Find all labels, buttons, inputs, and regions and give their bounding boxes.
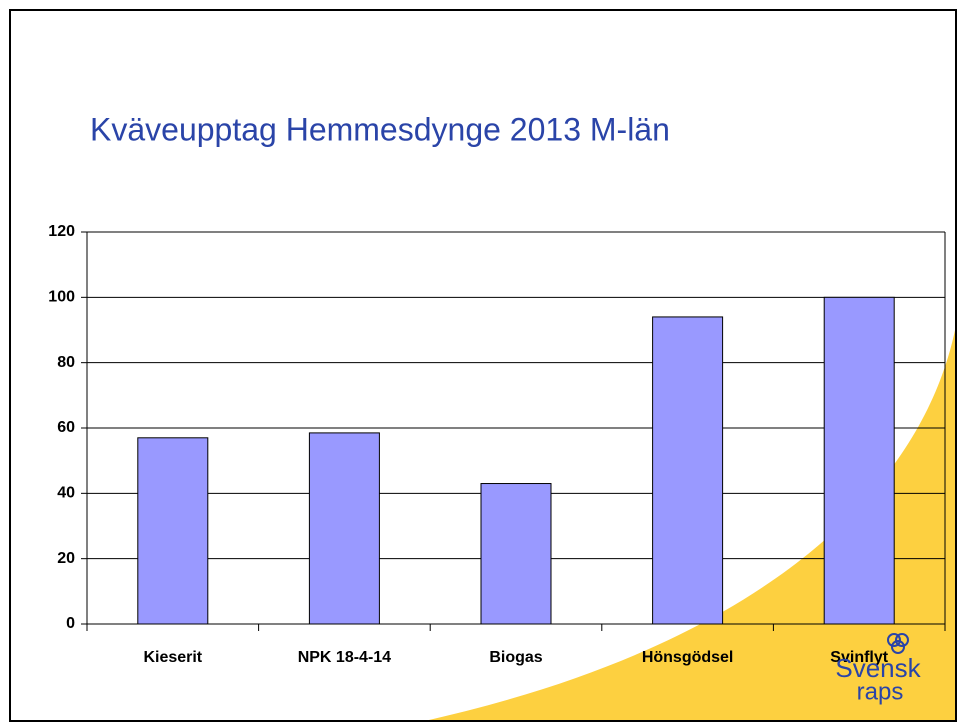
x-tick-label: NPK 18-4-14	[298, 649, 391, 666]
chart: 0 20 40 60 80 100 120 Kieserit NPK 18-4-14 Biogas…	[48, 223, 946, 666]
x-tick-label: Svinflyt	[830, 649, 888, 666]
y-tick-label: 40	[57, 485, 75, 502]
chart-title: Kväveupptag Hemmesdynge 2013 M-län	[90, 111, 670, 147]
logo-text: Svensk	[835, 653, 921, 683]
bar	[137, 437, 209, 625]
bar	[480, 483, 552, 625]
y-tick-label: 120	[48, 223, 75, 240]
slide-frame	[9, 9, 957, 722]
y-tick-label: 100	[48, 289, 75, 306]
bar	[652, 316, 724, 625]
swoosh	[420, 320, 957, 722]
x-tick-label: Hönsgödsel	[642, 649, 734, 666]
logo-icon	[887, 633, 909, 654]
x-tick-label: Kieserit	[143, 649, 202, 666]
y-tick-label: 80	[57, 354, 75, 371]
bar	[823, 296, 895, 625]
logo: Svensk raps	[835, 633, 922, 705]
x-tick-label: Biogas	[489, 649, 542, 666]
y-tick-label: 20	[57, 550, 75, 567]
bar	[308, 432, 380, 625]
y-tick-label: 60	[57, 419, 75, 436]
y-tick-label: 0	[66, 615, 75, 632]
logo-text: raps	[857, 678, 904, 705]
